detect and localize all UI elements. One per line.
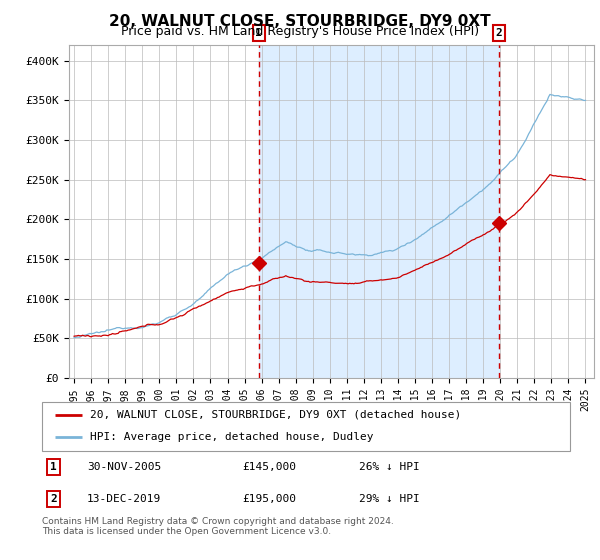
Text: 13-DEC-2019: 13-DEC-2019 [87,494,161,504]
Text: 26% ↓ HPI: 26% ↓ HPI [359,462,419,472]
Bar [259,45,499,378]
Text: 20, WALNUT CLOSE, STOURBRIDGE, DY9 0XT (detached house): 20, WALNUT CLOSE, STOURBRIDGE, DY9 0XT (… [89,410,461,420]
Text: Price paid vs. HM Land Registry's House Price Index (HPI): Price paid vs. HM Land Registry's House … [121,25,479,38]
Text: £145,000: £145,000 [242,462,296,472]
Text: HPI: Average price, detached house, Dudley: HPI: Average price, detached house, Dudl… [89,432,373,442]
Text: 2: 2 [50,494,57,504]
Text: 20, WALNUT CLOSE, STOURBRIDGE, DY9 0XT: 20, WALNUT CLOSE, STOURBRIDGE, DY9 0XT [109,14,491,29]
Text: 29% ↓ HPI: 29% ↓ HPI [359,494,419,504]
FancyBboxPatch shape [42,402,570,451]
Text: Contains HM Land Registry data © Crown copyright and database right 2024.
This d: Contains HM Land Registry data © Crown c… [42,517,394,536]
Text: 1: 1 [256,28,262,38]
Text: 1: 1 [50,462,57,472]
Text: 2: 2 [496,28,502,38]
Text: 30-NOV-2005: 30-NOV-2005 [87,462,161,472]
Text: £195,000: £195,000 [242,494,296,504]
